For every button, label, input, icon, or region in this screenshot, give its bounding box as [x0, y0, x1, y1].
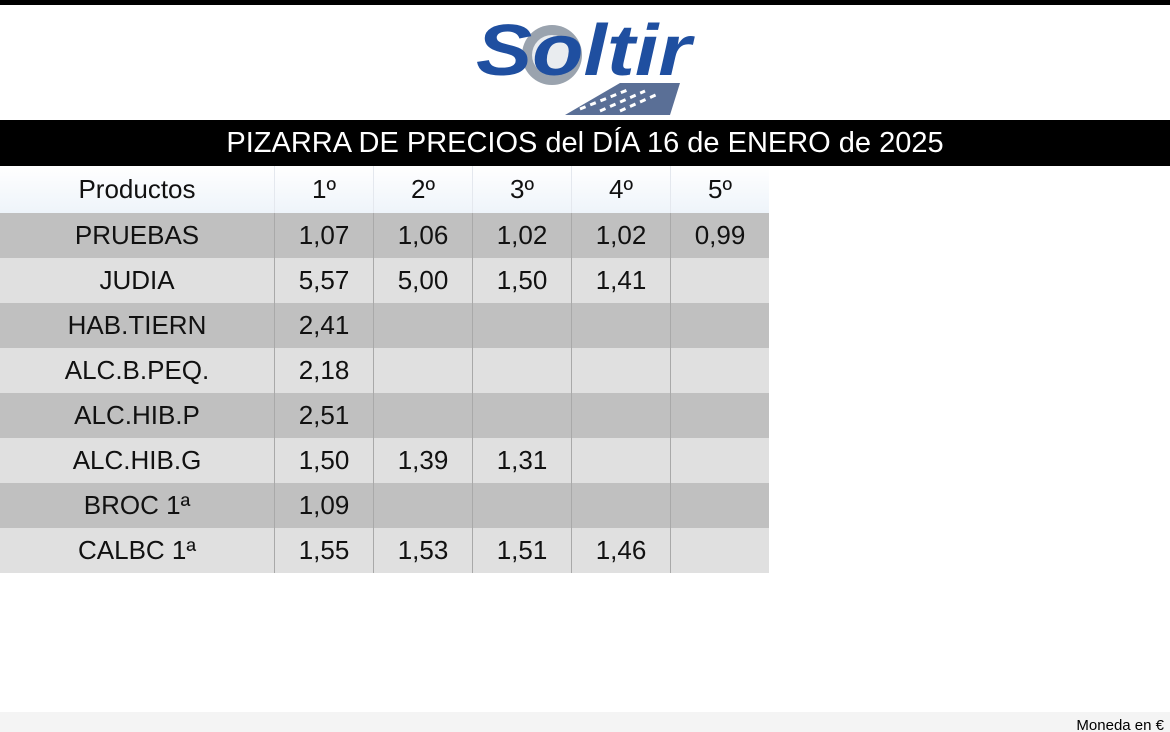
product-cell: CALBC 1ª [0, 528, 275, 573]
price-cell [472, 303, 572, 348]
price-cell: 1,50 [472, 258, 572, 303]
price-cell: 1,06 [373, 213, 473, 258]
product-cell: ALC.HIB.G [0, 438, 275, 483]
price-cell: 5,00 [373, 258, 473, 303]
price-cell [373, 483, 473, 528]
price-cell [472, 348, 572, 393]
header-cell: 1º [274, 166, 374, 213]
price-cell [373, 348, 473, 393]
table-row: JUDIA 5,57 5,00 1,50 1,41 [0, 258, 769, 303]
price-cell: 2,51 [274, 393, 374, 438]
header-cell: 3º [472, 166, 572, 213]
price-table: Productos 1º 2º 3º 4º 5º PRUEBAS 1,07 1,06 1,02 1,… [0, 166, 769, 573]
logo: Soltir [476, 11, 696, 115]
logo-text: Soltir [476, 11, 696, 91]
table-row: ALC.HIB.G 1,50 1,39 1,31 [0, 438, 769, 483]
price-cell [670, 393, 769, 438]
product-cell: PRUEBAS [0, 213, 275, 258]
product-cell: ALC.B.PEQ. [0, 348, 275, 393]
price-cell: 1,46 [571, 528, 671, 573]
header-row: Productos 1º 2º 3º 4º 5º [0, 166, 769, 213]
table-row: ALC.HIB.P 2,51 [0, 393, 769, 438]
header-cell: 4º [571, 166, 671, 213]
price-cell [670, 528, 769, 573]
currency-note: Moneda en € [1076, 717, 1164, 732]
price-cell: 1,53 [373, 528, 473, 573]
price-cell [670, 303, 769, 348]
header-cell: 5º [670, 166, 769, 213]
price-cell: 1,41 [571, 258, 671, 303]
table-row: CALBC 1ª 1,55 1,53 1,51 1,46 [0, 528, 769, 573]
table-row: ALC.B.PEQ. 2,18 [0, 348, 769, 393]
header-cell: Productos [0, 166, 275, 213]
price-cell: 1,07 [274, 213, 374, 258]
product-cell: BROC 1ª [0, 483, 275, 528]
price-cell: 1,02 [472, 213, 572, 258]
header-cell: 2º [373, 166, 473, 213]
price-cell [571, 393, 671, 438]
price-cell [373, 303, 473, 348]
price-cell: 0,99 [670, 213, 769, 258]
price-cell [571, 348, 671, 393]
table-row: BROC 1ª 1,09 [0, 483, 769, 528]
table-row: PRUEBAS 1,07 1,06 1,02 1,02 0,99 [0, 213, 769, 258]
price-cell [571, 303, 671, 348]
product-cell: HAB.TIERN [0, 303, 275, 348]
price-cell [472, 393, 572, 438]
price-cell: 1,02 [571, 213, 671, 258]
price-cell: 1,39 [373, 438, 473, 483]
price-cell: 1,55 [274, 528, 374, 573]
price-cell: 1,50 [274, 438, 374, 483]
table-row: HAB.TIERN 2,41 [0, 303, 769, 348]
top-border [0, 0, 1170, 5]
price-cell: 5,57 [274, 258, 374, 303]
title: PIZARRA DE PRECIOS del DÍA 16 de ENERO d… [0, 120, 1170, 166]
price-cell: 2,18 [274, 348, 374, 393]
price-cell [670, 483, 769, 528]
price-cell: 1,51 [472, 528, 572, 573]
product-cell: JUDIA [0, 258, 275, 303]
price-cell: 1,31 [472, 438, 572, 483]
price-cell [472, 483, 572, 528]
price-cell [670, 438, 769, 483]
footer: Moneda en € [0, 712, 1170, 732]
price-cell [670, 348, 769, 393]
price-cell [670, 258, 769, 303]
price-cell: 1,09 [274, 483, 374, 528]
product-cell: ALC.HIB.P [0, 393, 275, 438]
price-cell [571, 438, 671, 483]
price-cell: 2,41 [274, 303, 374, 348]
price-cell [571, 483, 671, 528]
price-cell [373, 393, 473, 438]
logo-sun [522, 25, 680, 115]
